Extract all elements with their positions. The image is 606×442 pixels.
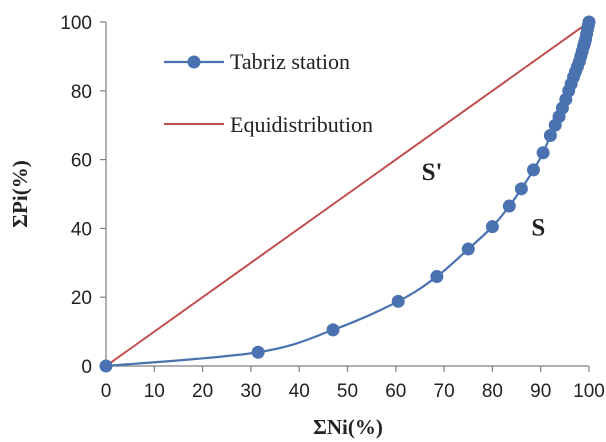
y-axis-title: ΣPi(%): [8, 160, 32, 227]
series-line-equidistribution: [105, 21, 590, 367]
data-point-tabriz-station: [430, 270, 444, 284]
data-point-tabriz-station: [461, 242, 475, 256]
x-tick-label: 50: [337, 381, 358, 402]
x-tick-label: 0: [101, 381, 112, 402]
legend: Tabriz station Equidistribution: [164, 49, 373, 137]
data-point-tabriz-station: [543, 129, 557, 143]
y-ticks: 0 20 40 60 80 100: [60, 13, 106, 378]
region-label: S: [531, 214, 545, 241]
data-point-tabriz-station: [514, 182, 528, 196]
y-tick-label: 100: [60, 13, 92, 34]
series-layer: [99, 15, 596, 373]
data-point-tabriz-station: [251, 345, 265, 359]
y-tick-label: 60: [71, 151, 92, 172]
x-tick-label: 40: [289, 381, 310, 402]
axes: 0 10 20 30 40 50 60 70 80 90 100 0 20 40 60 80 100: [60, 13, 605, 402]
x-tick-label: 90: [530, 381, 551, 402]
x-tick-label: 70: [434, 381, 455, 402]
x-tick-label: 10: [144, 381, 165, 402]
x-axis-title: ΣNi(%): [313, 415, 383, 439]
legend-marker-tabriz-station: [187, 55, 201, 69]
legend-label-equidistribution: Equidistribution: [230, 112, 373, 137]
data-point-tabriz-station: [502, 199, 516, 213]
data-point-tabriz-station: [485, 220, 499, 234]
y-tick-label: 0: [81, 357, 92, 378]
x-tick-label: 20: [192, 381, 213, 402]
data-point-tabriz-station: [391, 294, 405, 308]
legend-label-tabriz-station: Tabriz station: [230, 49, 350, 74]
region-label: S': [422, 159, 443, 186]
y-tick-label: 40: [71, 219, 92, 240]
x-tick-label: 60: [385, 381, 406, 402]
x-tick-label: 30: [240, 381, 261, 402]
annotation-layer: S' S: [422, 159, 546, 241]
x-tick-label: 80: [482, 381, 503, 402]
data-point-tabriz-station: [326, 323, 340, 337]
x-ticks: 0 10 20 30 40 50 60 70 80 90 100: [101, 366, 605, 402]
data-point-tabriz-station: [582, 15, 596, 29]
x-tick-label: 100: [573, 381, 605, 402]
data-point-tabriz-station: [536, 146, 550, 160]
y-tick-label: 20: [71, 288, 92, 309]
data-point-tabriz-station: [526, 163, 540, 177]
y-tick-label: 80: [71, 82, 92, 103]
data-point-tabriz-station: [99, 359, 113, 373]
